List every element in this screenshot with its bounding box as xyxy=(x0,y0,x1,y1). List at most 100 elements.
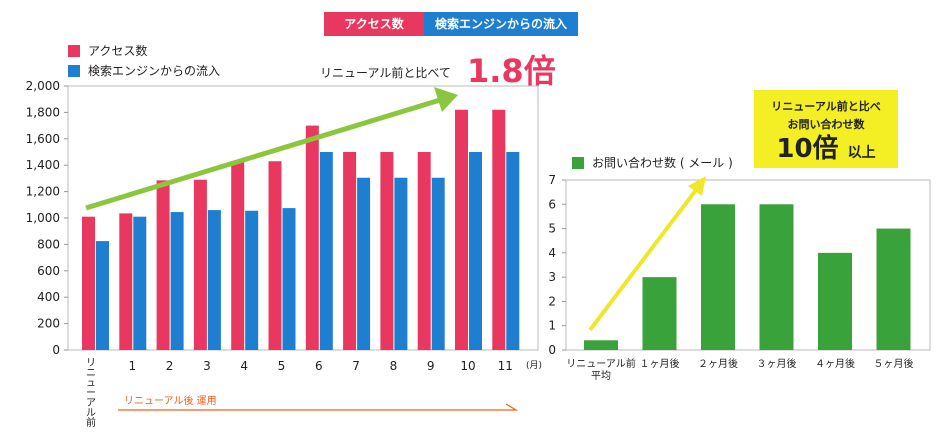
renewal-arrow xyxy=(118,403,519,411)
left-ytick-label: 600 xyxy=(37,264,60,278)
search-bar xyxy=(319,152,333,350)
left-ytick-label: 200 xyxy=(37,317,60,331)
access-bar xyxy=(156,180,170,350)
trend-arrow-head xyxy=(434,87,458,112)
left-xtick-label: 8 xyxy=(390,359,398,373)
legend-item-access: アクセス数 xyxy=(68,42,147,59)
inquiry-bar xyxy=(701,204,735,350)
callout-box: リニューアル前と比べ お問い合わせ数 10倍 以上 xyxy=(754,90,898,168)
right-xtick-label: リニューアル前 xyxy=(566,357,636,370)
left-xtick-label-char: ア xyxy=(86,398,96,409)
left-xtick-label: 7 xyxy=(352,359,360,373)
search-bar xyxy=(133,216,147,350)
access-bar xyxy=(268,161,282,350)
search-bar xyxy=(96,241,109,350)
right-xtick-label: ５ヶ月後 xyxy=(874,357,914,370)
comparison-value: 1.8倍 xyxy=(467,52,556,90)
right-xtick-label: ３ヶ月後 xyxy=(757,357,797,370)
left-xtick-label-char: ュ xyxy=(86,378,96,389)
right-xtick-label: ４ヶ月後 xyxy=(815,357,855,370)
left-ytick-label: 1,200 xyxy=(26,185,60,199)
access-bar xyxy=(343,152,357,350)
left-xtick-label: 3 xyxy=(203,359,211,373)
access-bar xyxy=(119,213,133,350)
inquiry-bar xyxy=(584,340,618,350)
inquiry-bar xyxy=(876,228,911,350)
access-bar xyxy=(305,125,319,350)
access-bar xyxy=(380,152,394,350)
left-xtick-label-char: ー xyxy=(86,388,96,399)
left-ytick-label: 1,000 xyxy=(26,211,60,225)
left-x-unit: (月) xyxy=(526,360,542,371)
search-bar xyxy=(282,208,296,350)
trend-arrow-line xyxy=(85,97,441,211)
search-inflow-tag: 検索エンジンからの流入 xyxy=(424,12,578,36)
legend-swatch-inquiry xyxy=(572,156,584,169)
left-ytick-label: 1,400 xyxy=(26,158,60,172)
right-ytick-label: 6 xyxy=(548,197,556,211)
left-xtick-label: 6 xyxy=(315,359,323,373)
left-xtick-label-char: リ xyxy=(86,358,96,369)
inquiry-bar xyxy=(759,204,794,350)
legend-item-inquiry: お問い合わせ数 ( メール ) xyxy=(572,154,733,171)
right-xtick-label: 平均 xyxy=(591,370,611,382)
right-ytick-label: 2 xyxy=(548,294,556,308)
left-xtick-label: 4 xyxy=(240,359,248,373)
right-ytick-label: 4 xyxy=(548,246,556,260)
left-ytick-label: 400 xyxy=(37,290,60,304)
inquiry-bar xyxy=(818,252,852,350)
access-bar xyxy=(492,109,506,350)
legend-label-search: 検索エンジンからの流入 xyxy=(88,64,221,78)
left-xtick-label: 9 xyxy=(427,359,435,373)
right-ytick-label: 3 xyxy=(548,270,556,284)
left-xtick-label: 10 xyxy=(460,359,475,373)
callout-line2: お問い合わせ数 xyxy=(787,118,865,131)
right-plot-frame xyxy=(565,179,931,351)
inquiry-bar xyxy=(642,277,677,350)
right-ytick-label: 5 xyxy=(548,222,556,236)
comparison-text: リニューアル前と比べて xyxy=(320,66,451,80)
access-bar xyxy=(455,109,468,350)
search-bar xyxy=(469,152,482,350)
callout-value: 10倍 xyxy=(776,134,839,164)
left-xtick-label: 11 xyxy=(498,359,513,373)
search-bar xyxy=(245,210,259,350)
callout-value-line: 10倍 以上 xyxy=(754,134,898,168)
search-bar xyxy=(431,177,445,350)
left-xtick-label-char: ル xyxy=(86,408,96,419)
inquiry-arrow-head xyxy=(688,176,706,196)
left-ytick-label: 1,600 xyxy=(26,132,60,146)
right-xtick-label: ２ヶ月後 xyxy=(698,357,738,370)
left-ytick-label: 0 xyxy=(52,343,60,357)
renewal-annotation: リニューアル後 運用 xyxy=(124,394,217,407)
search-bar xyxy=(506,152,520,350)
callout-line1: リニューアル前と比べ xyxy=(771,100,881,113)
left-xtick-label: 1 xyxy=(128,359,136,373)
legend-label-access: アクセス数 xyxy=(88,44,148,58)
legend-item-search: 検索エンジンからの流入 xyxy=(68,62,220,79)
inquiry-arrow-line xyxy=(588,188,698,332)
left-xtick-label: 2 xyxy=(166,359,174,373)
legend-swatch-search xyxy=(68,64,80,77)
access-bar xyxy=(417,152,431,350)
left-xtick-label: 5 xyxy=(278,359,286,373)
search-bar xyxy=(357,177,371,350)
legend-swatch-access xyxy=(68,44,80,57)
search-bar xyxy=(207,210,221,350)
access-bar xyxy=(193,179,207,350)
left-xtick-label-char: ニ xyxy=(86,368,96,379)
right-ytick-label: 0 xyxy=(548,343,556,357)
access-bar xyxy=(82,216,95,350)
right-ytick-label: 1 xyxy=(548,319,556,333)
callout-suffix: 以上 xyxy=(847,145,876,161)
legend-label-inquiry: お問い合わせ数 ( メール ) xyxy=(592,156,733,170)
left-ytick-label: 800 xyxy=(37,237,60,251)
right-xtick-label: １ヶ月後 xyxy=(640,357,680,370)
search-bar xyxy=(394,177,408,350)
left-ytick-label: 1,800 xyxy=(26,105,60,119)
access-count-tag: アクセス数 xyxy=(324,12,424,36)
search-bar xyxy=(170,212,184,350)
left-xtick-label-char: 前 xyxy=(86,416,96,429)
right-ytick-label: 7 xyxy=(548,173,556,187)
